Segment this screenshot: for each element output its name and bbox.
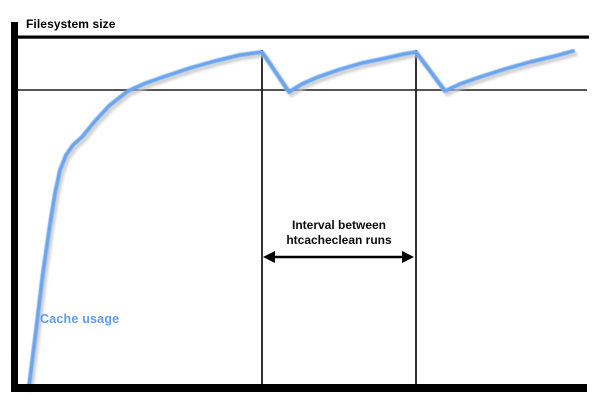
interval-arrow-head-right [402,251,414,263]
top-border-line [16,35,589,39]
cache-usage-label: Cache usage [40,312,120,326]
interval-arrow-head-left [263,251,275,263]
interval-arrow [263,251,414,263]
filesystem-size-label: Filesystem size [26,17,116,31]
cache-usage-curve [27,49,575,388]
interval-label: Interval between htcacheclean runs [262,218,416,248]
curve-shadow [29,52,578,392]
interval-label-line2: htcacheclean runs [286,233,392,247]
x-axis [11,384,587,392]
y-axis [11,22,18,392]
interval-label-line1: Interval between [291,218,387,232]
